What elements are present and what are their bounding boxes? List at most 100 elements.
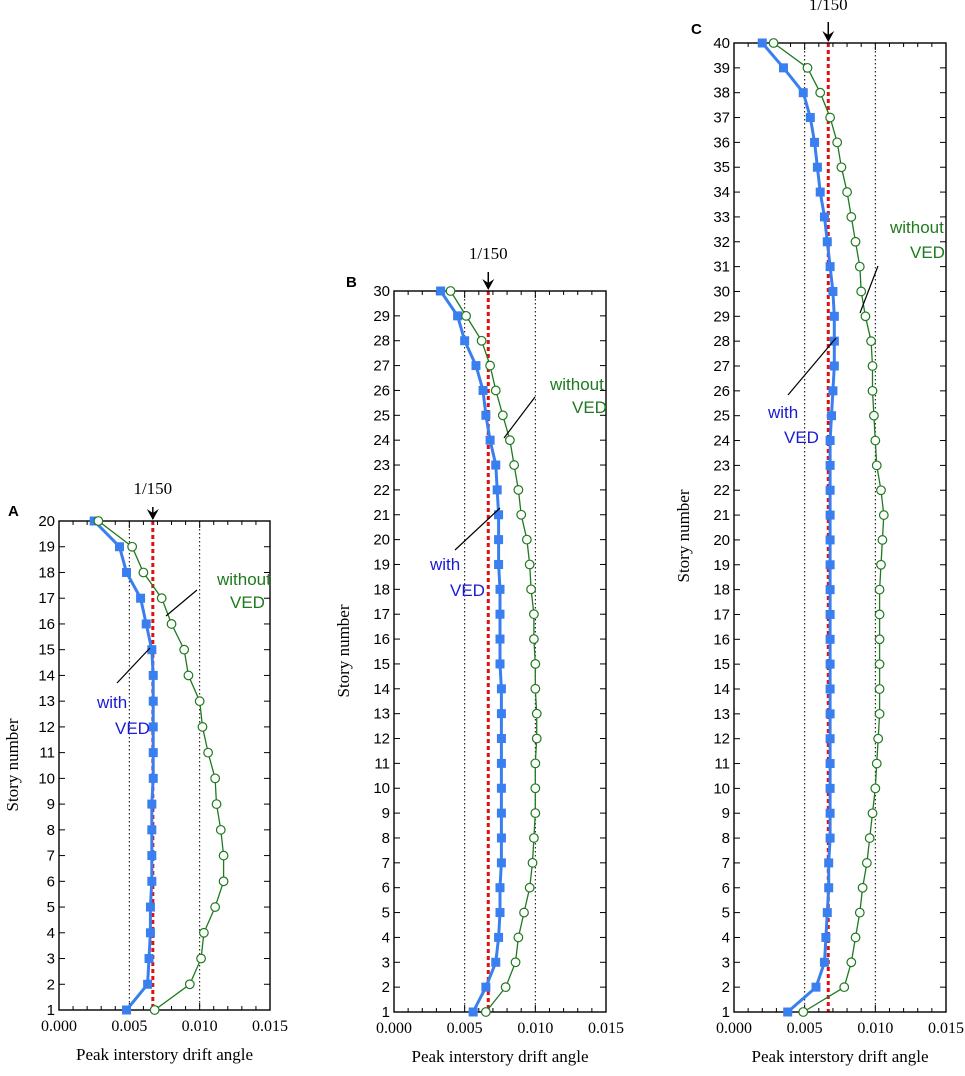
annotation-with-ved: VED — [784, 428, 819, 447]
data-point — [496, 808, 506, 818]
data-point — [494, 932, 504, 942]
data-point — [203, 747, 214, 758]
data-point — [114, 542, 124, 552]
data-point — [825, 510, 835, 520]
y-tick-label: 12 — [373, 731, 390, 748]
data-point — [867, 385, 878, 396]
data-point — [854, 907, 865, 918]
data-point — [445, 286, 456, 296]
x-axis-label: Peak interstory drift angle — [76, 1045, 253, 1064]
x-tick-label: 0.000 — [41, 1018, 77, 1035]
y-tick-label: 30 — [373, 283, 390, 300]
data-point — [485, 360, 496, 371]
x-tick-label: 0.015 — [588, 1020, 624, 1037]
data-point — [864, 833, 875, 843]
y-tick-label: 31 — [713, 259, 730, 276]
data-point — [496, 684, 506, 694]
series-line — [773, 42, 885, 1013]
data-point — [825, 808, 835, 818]
y-tick-label: 10 — [373, 780, 390, 797]
data-point — [148, 773, 158, 783]
data-point — [861, 858, 872, 868]
y-tick-label: 7 — [382, 855, 390, 872]
data-point — [530, 758, 541, 769]
data-point — [494, 535, 504, 545]
data-point — [513, 932, 524, 943]
annotation-leader-with-ved — [116, 647, 151, 684]
data-point — [145, 928, 155, 938]
data-point — [850, 932, 861, 943]
annotation-with-ved: with — [429, 555, 460, 574]
data-point — [136, 593, 146, 603]
data-point — [874, 708, 885, 719]
y-tick-label: 11 — [374, 755, 390, 772]
y-tick-label: 22 — [713, 482, 730, 499]
data-point — [828, 386, 838, 396]
data-point — [504, 435, 515, 446]
data-point — [821, 932, 831, 942]
data-point — [496, 858, 506, 868]
data-point — [526, 584, 536, 595]
data-point — [196, 953, 206, 964]
data-point — [148, 696, 158, 706]
data-point — [184, 979, 195, 990]
data-point — [215, 824, 226, 835]
data-point — [478, 385, 488, 395]
data-point — [148, 722, 158, 732]
y-tick-label: 7 — [722, 855, 730, 872]
y-tick-label: 24 — [373, 432, 390, 449]
y-tick-label: 29 — [713, 308, 730, 325]
series-with-ved — [757, 38, 839, 1017]
annotation-with-ved: with — [96, 693, 127, 712]
data-point — [870, 783, 881, 794]
y-tick-label: 15 — [38, 642, 55, 659]
data-point — [491, 460, 501, 470]
data-point — [510, 957, 521, 968]
reference-label: 1/150 — [809, 0, 848, 14]
data-point — [509, 460, 520, 470]
data-point — [876, 559, 886, 570]
data-point — [148, 748, 158, 758]
data-point — [829, 311, 839, 321]
reference-label: 1/150 — [133, 479, 172, 498]
y-tick-label: 23 — [713, 457, 730, 474]
y-tick-label: 16 — [713, 631, 730, 648]
data-point — [495, 908, 505, 918]
series-line — [761, 42, 836, 1014]
data-point — [856, 286, 867, 297]
data-point — [496, 709, 506, 719]
y-tick-label: 27 — [373, 358, 390, 375]
series-without-ved — [93, 516, 229, 1015]
y-tick-label: 23 — [373, 457, 390, 474]
y-tick-label: 7 — [47, 848, 55, 865]
data-point — [516, 509, 527, 520]
y-tick-label: 3 — [382, 954, 390, 971]
data-point — [197, 721, 208, 732]
y-tick-label: 21 — [373, 507, 390, 524]
data-point — [147, 876, 157, 886]
data-point — [869, 410, 879, 421]
data-point — [530, 808, 541, 819]
y-tick-label: 8 — [722, 830, 730, 847]
y-tick-label: 18 — [38, 564, 55, 581]
data-point — [495, 883, 505, 893]
data-point — [825, 436, 835, 446]
data-point — [529, 609, 539, 620]
y-tick-label: 38 — [713, 85, 730, 102]
data-point — [836, 162, 847, 173]
annotation-with-ved: VED — [115, 719, 150, 738]
plot-frame — [393, 290, 607, 1013]
data-point — [481, 982, 491, 992]
y-tick-label: 9 — [382, 805, 390, 822]
y-tick-label: 1 — [722, 1004, 730, 1021]
data-point — [871, 460, 882, 471]
data-point — [145, 902, 155, 912]
data-point — [147, 799, 157, 809]
y-tick-label: 26 — [713, 383, 730, 400]
data-point — [824, 883, 834, 893]
data-point — [825, 783, 835, 793]
x-tick-label: 0.010 — [517, 1020, 553, 1037]
panel-letter: C — [691, 21, 702, 38]
y-tick-label: 28 — [713, 333, 730, 350]
plot-frame — [58, 520, 271, 1011]
